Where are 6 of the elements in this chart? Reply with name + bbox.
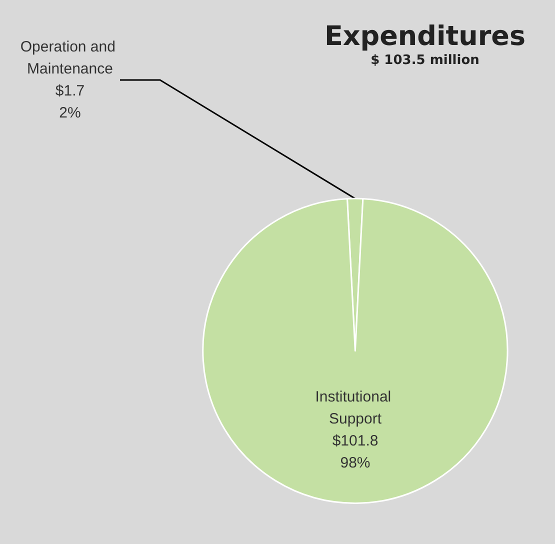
chart-title: Expenditures	[324, 21, 526, 52]
data-label: $1.7 2%	[55, 82, 85, 122]
slice-label: Operation and Maintenance	[20, 38, 120, 78]
slice-label: Institutional Support	[315, 388, 396, 428]
data-label: $101.8 98%	[332, 432, 378, 472]
text: $ 103.5 million	[370, 53, 480, 68]
